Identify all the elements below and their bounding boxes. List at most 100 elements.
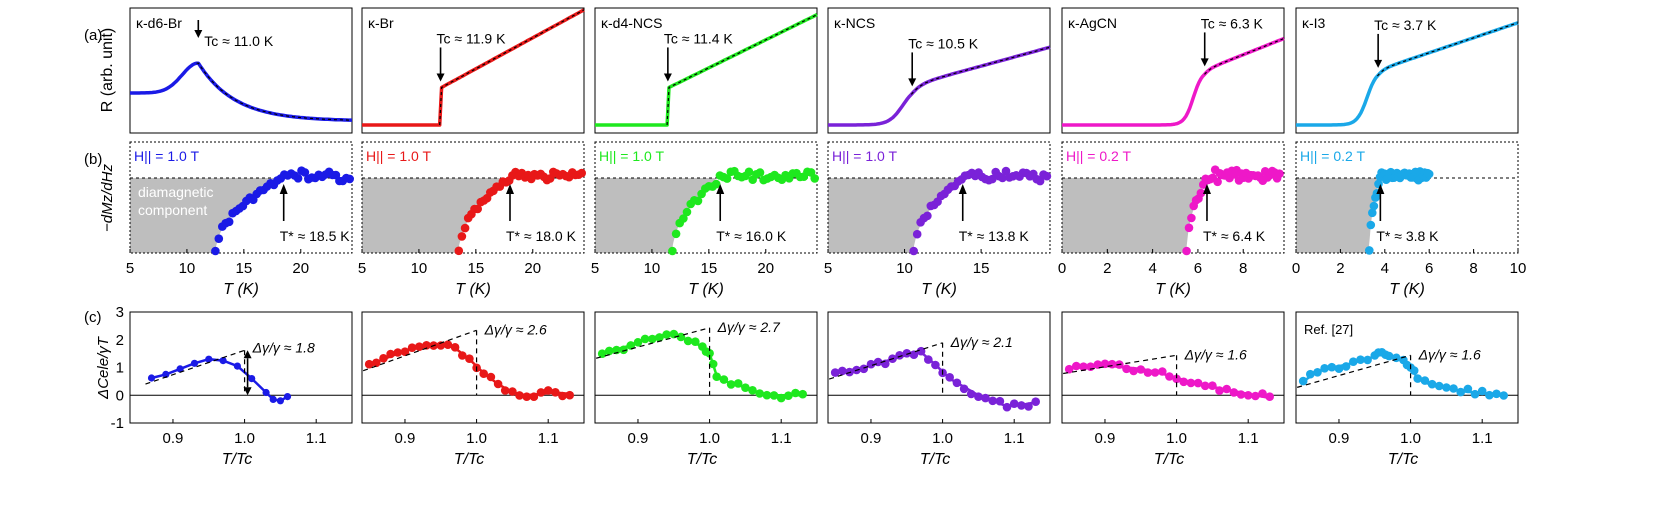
tstar-arrowhead — [1202, 184, 1211, 194]
data-point — [460, 223, 470, 233]
data-point — [988, 396, 997, 406]
x-tick-label: 10 — [179, 260, 196, 277]
data-point — [1477, 386, 1487, 396]
data-point — [1136, 365, 1146, 374]
data-point — [1492, 389, 1501, 399]
data-point — [895, 351, 904, 360]
entropy-construction — [596, 327, 710, 359]
jump-label: Δγ/γ ≈ 1.8 — [252, 339, 315, 355]
x-tick-label: 8 — [1469, 260, 1477, 277]
x-tick-label: 1.1 — [1004, 430, 1025, 447]
diamagnetic-region — [1296, 178, 1380, 253]
data-point — [1079, 362, 1088, 372]
data-point — [769, 391, 779, 400]
data-point — [612, 345, 621, 355]
x-tick-label: 0.9 — [1329, 430, 1350, 447]
tstar-label: T* ≈ 18.5 K — [280, 228, 351, 244]
diamagnetic-label: diamagnetic — [138, 184, 214, 200]
data-point — [211, 246, 220, 256]
tstar-label: T* ≈ 6.4 K — [1203, 228, 1266, 244]
data-point — [1017, 401, 1026, 410]
panel-frame — [827, 7, 1051, 134]
data-point — [345, 174, 355, 184]
data-point — [923, 211, 932, 221]
panel-frame — [827, 311, 1051, 424]
data-point — [741, 383, 750, 393]
data-point — [1320, 364, 1329, 373]
panel-frame — [129, 311, 353, 424]
data-point — [1064, 364, 1074, 374]
x-tick-label: 4 — [1148, 260, 1156, 277]
resistance-curve — [1296, 21, 1519, 127]
data-point — [1356, 355, 1365, 365]
tstar-arrowhead — [279, 184, 288, 194]
data-point — [1258, 389, 1267, 398]
panel-b: H|| = 1.0 T T* ≈ 13.8 K 5 10 15 T (K) — [824, 141, 1052, 298]
tc-arrowhead — [194, 30, 203, 38]
data-point — [1420, 376, 1430, 385]
x-tick-label: 5 — [358, 260, 366, 277]
fit-curve — [1204, 37, 1285, 75]
data-point — [379, 354, 388, 363]
x-axis-title-c: T/Tc — [1154, 451, 1185, 468]
data-point — [1093, 360, 1103, 369]
x-tick-label: 8 — [1239, 260, 1247, 277]
tc-arrowhead — [436, 73, 445, 82]
data-point — [233, 362, 241, 370]
x-tick-label: 5 — [126, 260, 134, 277]
data-point — [974, 392, 983, 402]
data-point — [708, 359, 718, 369]
y-tick-label-c: 3 — [116, 304, 124, 321]
x-axis-title-c: T/Tc — [687, 451, 718, 468]
tstar-label: T* ≈ 13.8 K — [959, 228, 1030, 244]
panel-frame — [827, 141, 1051, 254]
data-point — [671, 229, 681, 239]
x-tick-label: 20 — [757, 260, 774, 277]
data-point — [952, 378, 962, 388]
panel-a: κ-AgCN Tc ≈ 6.3 K — [1061, 7, 1285, 134]
panel-frame — [1061, 7, 1285, 134]
panel-frame — [594, 7, 818, 134]
data-point — [1222, 384, 1231, 394]
y-axis-title-a: R (arb. unit) — [99, 28, 116, 112]
data-point — [1187, 213, 1196, 223]
tc-label: Tc ≈ 11.0 K — [204, 33, 274, 49]
data-point — [248, 375, 256, 383]
material-label: κ-NCS — [834, 15, 875, 31]
data-point — [1442, 383, 1451, 392]
data-point — [597, 349, 607, 359]
data-point — [465, 354, 474, 364]
data-point — [1215, 386, 1224, 395]
x-tick-label: 1.1 — [538, 430, 559, 447]
x-axis-title-c: T/Tc — [222, 451, 253, 468]
y-tick-label-c: 1 — [116, 360, 124, 377]
tstar-arrowhead — [958, 184, 967, 194]
field-label: H|| = 1.0 T — [134, 148, 199, 164]
x-tick-label: 2 — [1103, 260, 1111, 277]
tc-label: Tc ≈ 10.5 K — [908, 35, 979, 51]
fit-curve — [1376, 22, 1519, 77]
data-point — [668, 246, 677, 256]
data-point — [190, 359, 199, 367]
data-point — [1213, 177, 1222, 187]
data-point — [1298, 376, 1308, 386]
data-point — [1369, 201, 1379, 211]
data-point — [988, 174, 997, 184]
x-axis-title-c: T/Tc — [920, 451, 951, 468]
data-point — [705, 349, 714, 358]
data-point — [1265, 392, 1274, 402]
data-point — [558, 391, 567, 401]
resistance-curve — [130, 61, 352, 122]
data-point — [1122, 364, 1131, 374]
data-point — [838, 366, 847, 376]
tstar-label: T* ≈ 3.8 K — [1376, 228, 1439, 244]
data-point — [755, 168, 765, 177]
data-point — [457, 232, 467, 241]
y-axis-title-a-text: R (arb. unit) — [99, 28, 116, 112]
diamagnetic-label: component — [138, 202, 207, 218]
material-label: κ-I3 — [1302, 15, 1326, 31]
data-point — [1313, 368, 1322, 377]
column-6: κ-I3 Tc ≈ 3.7 K H|| = 0.2 T T* ≈ 3.8 K 0 2 4 6 8… — [1292, 7, 1526, 468]
data-point — [577, 168, 586, 178]
